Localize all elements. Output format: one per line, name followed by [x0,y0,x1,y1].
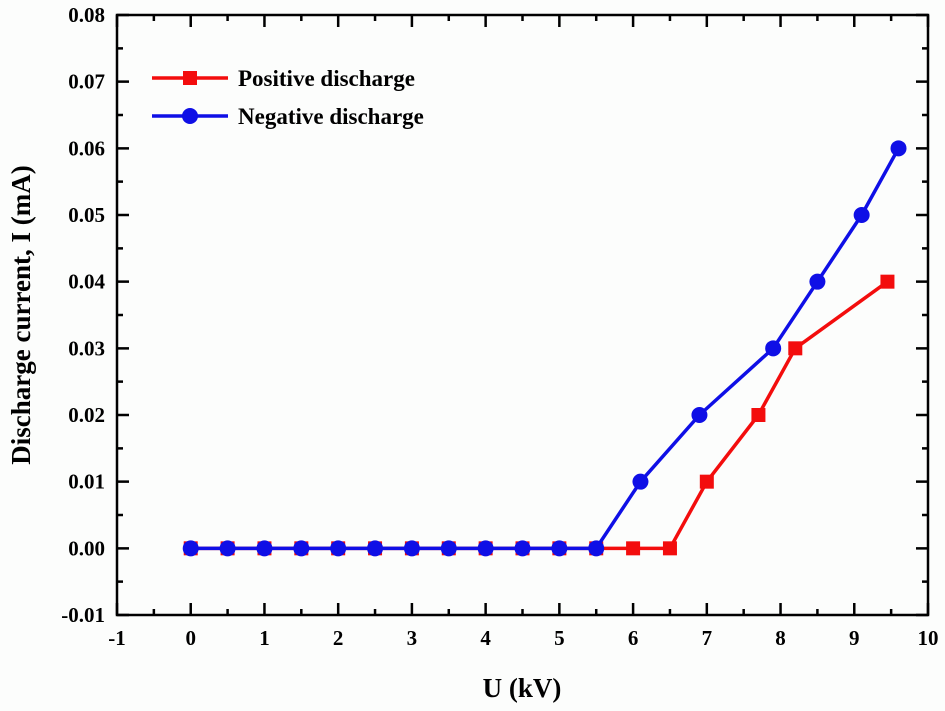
legend-square-marker-icon [183,71,197,85]
data-point-marker [853,207,870,223]
y-tick-label: -0.01 [61,603,105,627]
legend-item-positive-discharge: Positive discharge [152,66,415,91]
data-point-marker [551,540,568,557]
y-tick-label: 0.06 [68,136,105,160]
x-tick-label: 0 [185,626,196,650]
y-axis-tick-labels: -0.01 0.00 0.01 0.02 0.03 0.04 0.05 0.06 0.07 0.0… [61,3,105,627]
data-point-marker [626,541,641,556]
data-point-marker [788,341,803,356]
data-point-marker [809,273,826,290]
data-point-marker [765,340,782,357]
data-point-marker [514,540,531,557]
data-point-marker [367,540,384,557]
y-tick-label: 0.04 [68,270,105,294]
x-tick-label: 8 [775,626,786,650]
data-point-marker [477,540,494,557]
axis-ticks [115,13,930,617]
y-axis-title: Discharge current, I (mA) [6,165,36,464]
data-point-marker [751,408,766,422]
legend-label: Negative discharge [238,104,424,129]
y-tick-label: 0.02 [68,403,105,427]
data-point-marker [588,540,605,557]
x-tick-label: 1 [259,626,270,650]
data-point-marker [691,407,708,423]
series-positive-discharge [183,274,895,556]
x-tick-label: 9 [849,626,860,650]
plot-series [182,140,907,557]
y-tick-label: 0.05 [68,203,105,227]
legend-circle-marker-icon [182,108,198,124]
data-point-marker [403,540,420,557]
y-tick-label: 0.00 [68,536,105,560]
x-tick-label: 4 [480,626,491,650]
series-line [190,280,889,551]
legend-item-negative-discharge: Negative discharge [152,104,424,129]
x-tick-label: 7 [702,626,713,650]
data-point-marker [880,274,895,289]
data-point-marker [632,473,649,490]
x-tick-label: 2 [333,626,344,650]
data-point-marker [440,540,457,557]
data-point-marker [219,540,236,557]
x-tick-label: 5 [554,626,565,650]
data-point-marker [662,541,677,556]
x-tick-label: 10 [918,626,939,650]
x-tick-label: -1 [108,626,126,650]
y-tick-label: 0.03 [68,336,105,360]
y-tick-label: 0.07 [68,70,105,94]
y-tick-label: 0.01 [68,470,105,494]
x-axis-title: U (kV) [483,673,562,703]
x-tick-label: 6 [628,626,639,650]
plot-axes: -1 0 1 2 3 4 5 6 7 8 9 10 -0.01 0.00 0.01 0.02 0.03 0.04 0… [61,3,938,650]
y-tick-label: 0.08 [68,3,105,27]
x-tick-label: 3 [407,626,418,650]
data-point-marker [699,474,714,489]
data-point-marker [890,140,907,157]
x-axis-tick-labels: -1 0 1 2 3 4 5 6 7 8 9 10 [108,626,938,650]
data-point-marker [182,540,199,557]
plot-legend: Positive discharge Negative discharge [152,66,424,129]
data-point-marker [330,540,347,557]
data-point-marker [293,540,310,557]
series-negative-discharge [182,140,907,557]
legend-label: Positive discharge [238,66,415,91]
data-point-marker [256,540,273,557]
